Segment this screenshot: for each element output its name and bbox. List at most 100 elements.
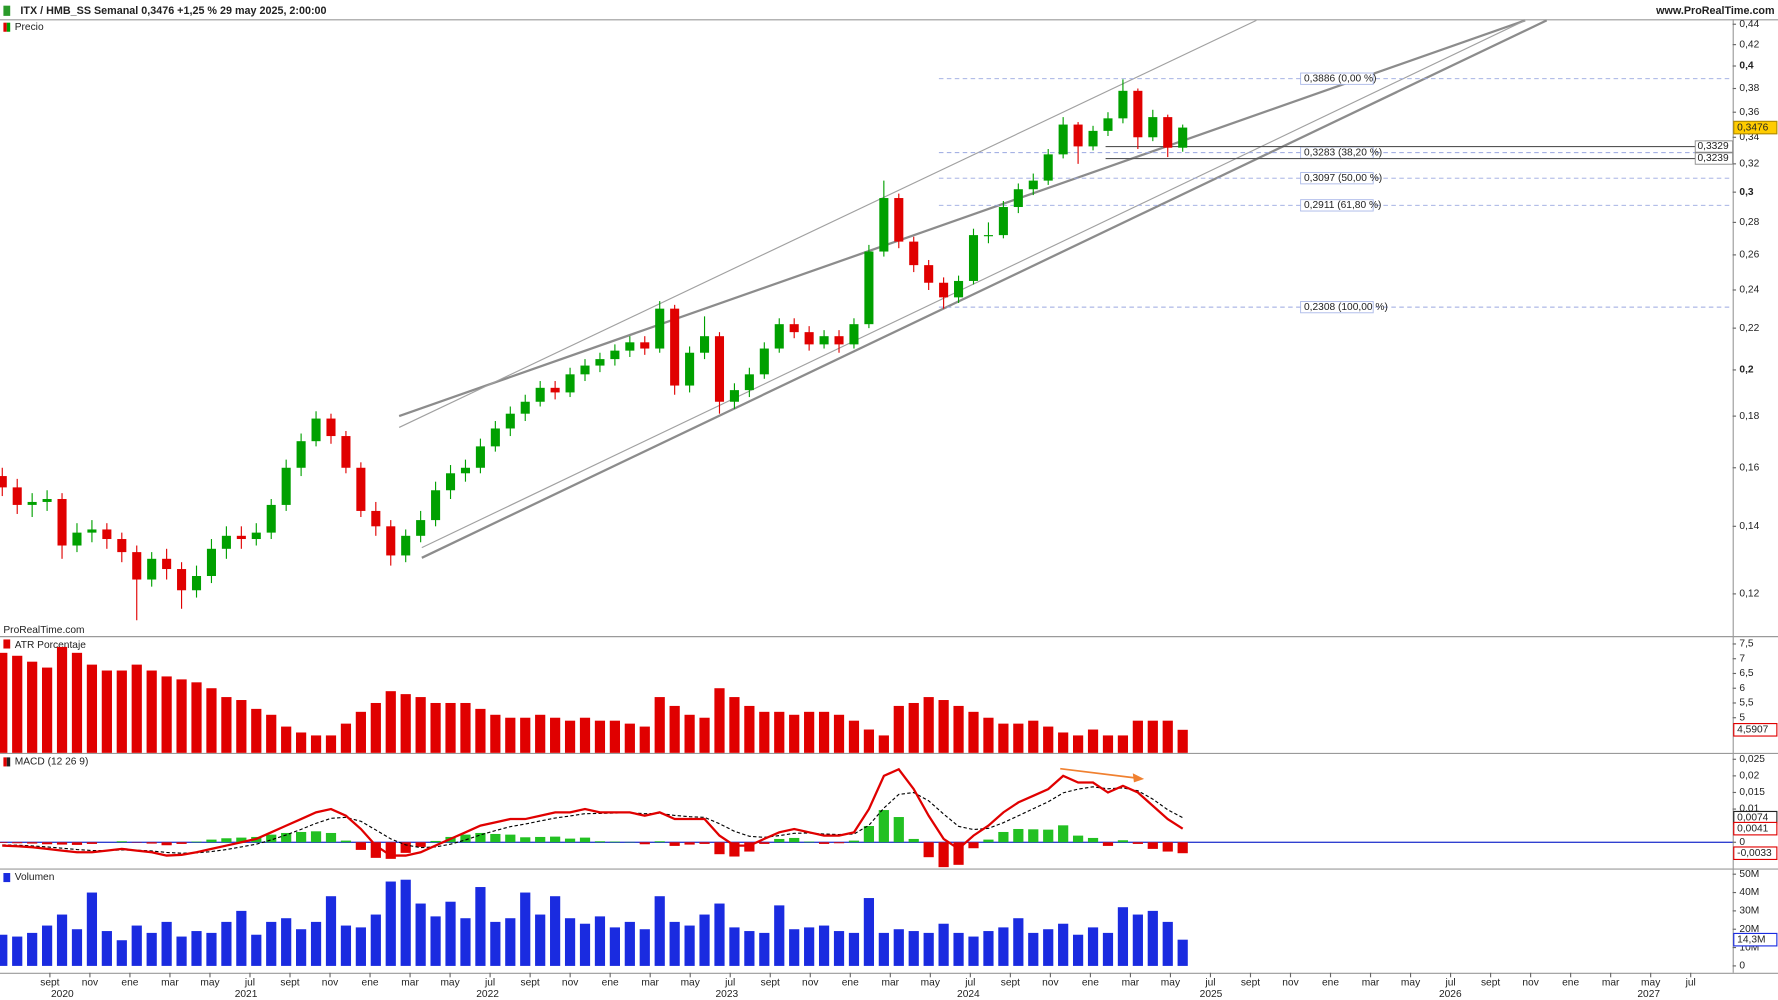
bar [774,711,785,753]
x-tick-label: may [200,978,220,989]
y-tick-label: 0,02 [1739,771,1759,782]
histogram-bar [415,842,426,847]
bar [176,679,187,753]
bar [355,927,366,966]
candle-body [1088,130,1098,147]
bar [1028,720,1039,753]
histogram-bar [86,842,98,844]
y-tick-label: 0,34 [1739,132,1759,143]
histogram-bar [908,838,919,843]
candle-body [610,350,620,360]
bar [475,708,486,753]
bar [639,929,650,966]
bar [340,723,352,753]
x-tick-label: may [681,978,701,989]
candle-body [744,374,754,391]
histogram-bar [475,832,486,843]
candle-body [968,235,979,281]
bar [221,921,232,966]
y-tick-label: 0,32 [1739,159,1759,170]
bar [146,932,157,966]
value-box-label: -0,0033 [1737,848,1772,859]
histogram-bar [535,836,546,843]
bar [266,714,277,753]
fib-label: 0,3097 (50,00 %) [1304,173,1382,184]
candle-body [774,324,784,349]
bar [550,717,561,753]
bar [340,925,352,966]
bar [370,914,381,966]
histogram-bar [340,840,352,843]
pane-title: Volumen [15,872,55,883]
bar [968,936,979,966]
bar [1058,732,1069,753]
bar [1177,729,1188,753]
x-tick-label: jul [964,978,975,989]
histogram-bar [41,842,53,845]
pane-icon [3,22,7,32]
y-tick-label: 7 [1739,653,1745,664]
candle-body [939,282,949,298]
pane-title: ATR Porcentaje [15,640,86,651]
x-tick-label: sept [1241,978,1260,989]
x-tick-label: mar [882,978,900,989]
bar [12,936,23,966]
y-tick-label: 0,26 [1739,250,1759,261]
x-tick-label: may [1161,978,1181,989]
candle-body [371,510,381,527]
bar [1043,726,1054,753]
pane-icons [3,22,11,883]
bar [325,896,337,966]
candle-body [700,336,710,353]
bar [1028,932,1039,966]
candle-body [311,418,321,442]
bar [714,903,725,966]
fib-label-box [1300,172,1374,185]
level-box [1694,140,1734,153]
bar [804,927,815,966]
value-box-label: 4,5907 [1737,724,1768,735]
y-tick-label: 6 [1739,683,1745,694]
bar [206,688,217,753]
x-tick-label: ene [1082,978,1099,989]
candle-body [505,413,515,429]
candle-body [490,428,500,447]
bar [281,918,292,966]
bar [550,896,561,966]
y-tick-label: 20M [1739,924,1759,935]
pane-frames [0,19,1778,974]
bar [938,700,949,753]
candle-body [580,365,590,375]
histogram-bar [564,838,576,843]
candle-body [445,473,456,491]
value-box [1733,932,1778,947]
candle-body [685,352,695,386]
candle-body [1118,90,1128,119]
bar [520,717,531,753]
bar [161,921,172,966]
bar [116,940,127,966]
y-tick-label: 7,5 [1739,639,1753,650]
y-tick-label: 0 [1739,961,1745,972]
bar [684,925,695,966]
histogram-bar [714,842,725,855]
candle-body [1103,118,1113,131]
x-tick-label: mar [1122,978,1140,989]
bar [415,697,426,753]
bar [744,931,755,966]
candle-body [475,446,485,468]
bar [266,921,277,966]
candle-body [924,265,934,283]
x-tick-label: sept [520,978,539,989]
bar [415,903,426,966]
bar [848,932,860,966]
bar [281,726,292,753]
arrow-head [1132,773,1145,783]
bar [908,702,919,753]
candle-body [520,401,530,414]
x-year-label: 2026 [1439,989,1462,1000]
bar [878,932,889,966]
y-tick-label: 5,5 [1739,698,1753,709]
histogram-bar [325,832,337,843]
y-tick-label: 0,3 [1739,187,1753,198]
